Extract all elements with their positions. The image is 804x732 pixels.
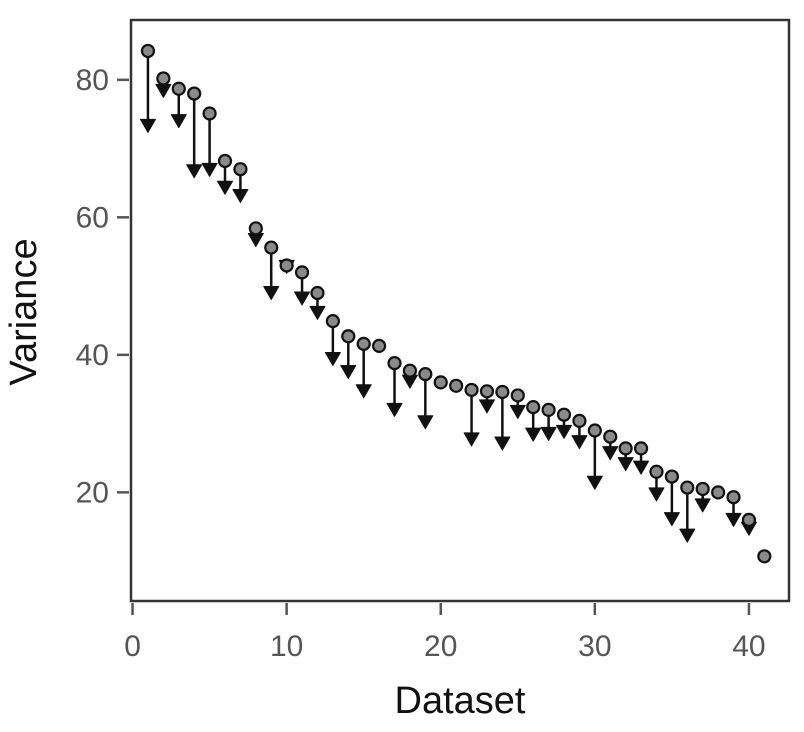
y-axis-ticks: 20 40 60 80 xyxy=(76,64,129,509)
x-axis-ticks: 0 10 20 30 40 xyxy=(124,603,766,663)
x-tick-label: 20 xyxy=(424,630,457,663)
change-arrowhead xyxy=(663,512,680,527)
start-point xyxy=(217,153,233,169)
x-tick-label: 0 xyxy=(124,630,141,663)
start-point xyxy=(279,258,294,273)
change-arrowhead xyxy=(355,384,372,399)
start-point xyxy=(526,400,541,415)
change-arrowhead xyxy=(679,528,696,543)
x-tick-label: 30 xyxy=(578,630,611,663)
change-arrowhead xyxy=(540,426,557,441)
start-point xyxy=(541,402,556,417)
change-arrowhead xyxy=(478,399,495,414)
start-point xyxy=(171,81,186,96)
start-point xyxy=(418,367,433,382)
start-point xyxy=(556,407,572,422)
start-point xyxy=(695,481,710,497)
change-arrowhead xyxy=(633,460,650,475)
start-point xyxy=(387,355,402,371)
start-point xyxy=(495,384,510,400)
start-point xyxy=(572,413,587,428)
start-point xyxy=(649,464,664,479)
data-marks xyxy=(139,43,772,564)
change-arrowhead xyxy=(617,457,634,472)
change-arrowhead xyxy=(232,189,249,204)
start-point xyxy=(757,549,772,564)
change-arrowhead xyxy=(170,114,187,129)
change-arrowhead xyxy=(648,487,665,502)
start-point xyxy=(264,240,279,255)
change-arrowhead xyxy=(417,415,434,430)
change-arrowhead xyxy=(139,118,156,133)
change-arrowhead xyxy=(294,291,311,306)
start-point xyxy=(402,363,418,378)
change-arrowhead xyxy=(586,475,603,490)
change-arrowhead xyxy=(725,512,742,527)
start-point xyxy=(371,338,387,354)
x-tick-label: 10 xyxy=(270,630,303,663)
start-point xyxy=(603,429,618,444)
start-point xyxy=(664,469,679,484)
y-tick-label: 20 xyxy=(76,476,109,509)
start-point xyxy=(356,336,371,351)
start-point xyxy=(310,285,325,301)
change-arrowhead xyxy=(247,233,264,248)
change-arrowhead xyxy=(155,83,172,98)
start-point xyxy=(680,480,695,495)
change-arrowhead xyxy=(556,424,573,439)
start-point xyxy=(741,512,757,527)
start-point xyxy=(325,314,340,329)
start-point xyxy=(510,388,525,403)
change-arrowhead xyxy=(386,402,403,417)
change-arrowhead xyxy=(525,427,542,442)
start-point xyxy=(726,490,741,505)
start-point xyxy=(294,265,310,280)
start-point xyxy=(433,375,448,390)
start-point xyxy=(248,221,263,236)
start-point xyxy=(633,441,649,456)
change-arrowhead xyxy=(186,164,203,179)
change-arrowhead xyxy=(509,404,526,419)
change-arrowhead xyxy=(571,435,588,450)
start-point xyxy=(341,329,356,344)
y-tick-label: 80 xyxy=(76,64,109,97)
change-arrowhead xyxy=(201,162,218,177)
start-point xyxy=(233,162,248,177)
y-tick-label: 60 xyxy=(76,201,109,234)
start-point xyxy=(711,485,726,500)
y-tick-label: 40 xyxy=(76,339,109,372)
y-axis-title: Variance xyxy=(3,238,45,385)
start-point xyxy=(464,382,479,398)
change-arrowhead xyxy=(263,285,280,300)
x-tick-label: 40 xyxy=(732,630,765,663)
change-arrowhead xyxy=(217,180,233,195)
start-point xyxy=(449,378,464,393)
change-arrowhead xyxy=(494,436,511,451)
start-point xyxy=(202,106,217,121)
plot-frame xyxy=(129,18,791,603)
start-point xyxy=(187,86,202,101)
change-arrowhead xyxy=(324,351,341,366)
x-axis-title: Dataset xyxy=(395,680,526,722)
start-point xyxy=(156,71,171,86)
start-point xyxy=(587,423,602,438)
change-arrowhead xyxy=(340,365,357,380)
change-arrowhead xyxy=(602,446,619,461)
start-point xyxy=(140,43,156,59)
start-point xyxy=(618,441,633,456)
change-arrowhead xyxy=(463,432,480,447)
start-point xyxy=(479,384,495,399)
change-arrowhead xyxy=(694,498,711,513)
change-arrowhead xyxy=(309,305,326,320)
